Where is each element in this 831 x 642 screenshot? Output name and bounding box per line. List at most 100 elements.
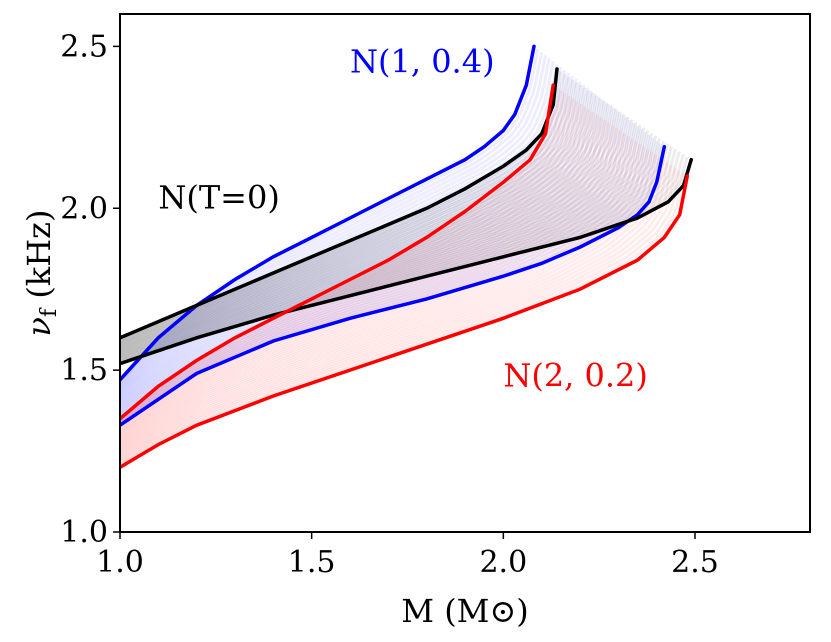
- ensemble-curve: [120, 72, 570, 393]
- ensemble-curve: [120, 159, 666, 460]
- ensemble-curve: [120, 99, 605, 405]
- ensemble-curve: [120, 93, 597, 403]
- ensemble-curve: [120, 143, 642, 452]
- ensemble-curve: [120, 87, 587, 345]
- ensemble-curve: [120, 60, 555, 388]
- series-line-0: [120, 44, 536, 382]
- ensemble-curve: [120, 114, 626, 353]
- ensemble-curve: [120, 143, 669, 361]
- ensemble-curve: [120, 140, 638, 450]
- ensemble-curve: [120, 84, 583, 344]
- ensemble-curve: [120, 148, 650, 455]
- ensemble-curve: [120, 76, 571, 342]
- y-tick-label: 2.5: [60, 29, 108, 64]
- ensemble-curve: [120, 106, 614, 350]
- series-line-4: [120, 83, 555, 421]
- ensemble-curve: [120, 119, 632, 415]
- series-line-5: [120, 174, 690, 470]
- y-axis-label-nu: ν: [20, 317, 58, 336]
- ensemble-curve: [120, 100, 579, 429]
- ensemble-curve: [120, 125, 639, 418]
- ensemble-curve: [120, 162, 670, 462]
- ensemble-curve: [120, 111, 622, 352]
- ensemble-curve: [120, 98, 575, 427]
- ensemble-curve: [120, 119, 634, 354]
- x-tick-label: 1.0: [96, 545, 144, 580]
- ensemble-curve: [120, 90, 593, 401]
- ensemble-curve: [120, 132, 654, 358]
- y-tick-label: 2.0: [60, 191, 108, 226]
- y-tick-label: 1.5: [60, 353, 108, 388]
- ensemble-curve: [120, 124, 614, 442]
- series-line-3: [120, 157, 693, 366]
- axis-ticks: 1.0 1.5 2.0 2.5 1.0 1.5 2.0 2.5: [60, 29, 719, 580]
- ensemble-curve: [120, 75, 574, 395]
- ensemble-curve: [120, 96, 601, 404]
- ensemble-curve: [120, 127, 646, 356]
- annotation-0: N(1, 0.4): [350, 42, 495, 80]
- ensemble-curve: [120, 108, 616, 409]
- ensemble-curve: [120, 116, 630, 353]
- series-lines: [120, 44, 693, 470]
- ensemble-curve: [120, 170, 681, 466]
- ensemble-curve: [120, 98, 602, 348]
- ensemble-curve: [120, 95, 571, 426]
- ensemble-curve: [120, 81, 582, 397]
- y-axis-label: νf (kHz): [20, 210, 62, 337]
- ensemble-curve: [120, 138, 634, 449]
- x-tick-label: 2.0: [479, 545, 527, 580]
- ensemble-curve: [120, 111, 595, 435]
- ensemble-curve: [120, 122, 610, 440]
- ensemble-curve: [120, 78, 578, 396]
- ensemble-curve: [120, 135, 630, 448]
- series-line-1: [120, 144, 667, 427]
- ensemble-curve: [120, 92, 567, 425]
- ensemble-curve: [120, 122, 638, 355]
- ensemble-curve: [120, 63, 559, 389]
- x-tick-label: 1.5: [288, 545, 336, 580]
- ensemble-curve: [120, 92, 594, 346]
- y-axis-label-unit: (kHz): [20, 210, 58, 309]
- ensemble-curve: [120, 127, 618, 443]
- ensemble-curve: [120, 110, 620, 411]
- y-tick-label: 1.0: [60, 515, 108, 550]
- ensemble-curve: [120, 128, 643, 419]
- ensemble-curve: [120, 122, 636, 416]
- annotation-2: N(2, 0.2): [503, 356, 648, 394]
- ensemble-curve: [120, 74, 567, 341]
- ensemble-curve: [120, 103, 610, 350]
- ensemble-curve: [120, 148, 677, 363]
- annotation-1: N(T=0): [158, 178, 279, 216]
- ensemble-curve: [120, 79, 575, 343]
- annotations: N(1, 0.4) N(T=0) N(2, 0.2): [158, 42, 648, 394]
- ensemble-curve: [120, 119, 606, 439]
- ensemble-curve: [120, 138, 662, 360]
- ensemble-curve: [120, 87, 590, 400]
- plot-frame: [119, 13, 811, 533]
- ensemble-curve: [120, 130, 650, 357]
- ensemble-curve: [120, 82, 579, 343]
- ensemble-curve: [120, 57, 551, 387]
- ensemble-curve: [120, 140, 665, 360]
- ensemble-curve: [120, 146, 646, 453]
- ensemble-curve: [120, 151, 654, 456]
- x-axis-label: M (M⊙): [401, 592, 528, 630]
- ensemble-curve: [120, 108, 618, 351]
- ensemble-curve: [120, 95, 598, 347]
- ensemble-curve: [120, 140, 659, 424]
- y-axis-label-sub: f: [37, 307, 62, 317]
- ensemble-curve: [120, 124, 642, 356]
- ensemble-curve: [120, 137, 655, 423]
- ensemble-curve: [120, 100, 606, 349]
- ensemble-curve: [120, 114, 599, 436]
- uncertainty-bands: [120, 46, 693, 469]
- ensemble-curve: [120, 54, 547, 385]
- ensemble-curve: [120, 116, 602, 437]
- ensemble-curve: [120, 90, 563, 423]
- ensemble-curve: [120, 153, 685, 364]
- x-tick-label: 2.5: [671, 545, 719, 580]
- ensemble-curve: [120, 134, 651, 422]
- ensemble-curve: [120, 151, 681, 363]
- ensemble-curve: [120, 164, 673, 463]
